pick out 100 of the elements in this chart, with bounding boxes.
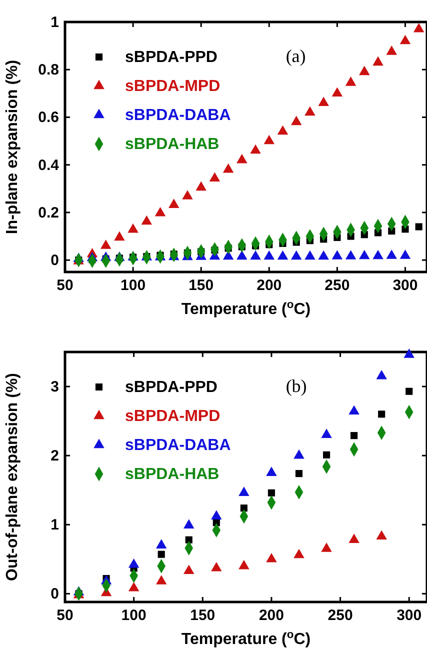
x-tick-label: 300 xyxy=(392,277,418,294)
point xyxy=(321,542,332,552)
legend-label: sBPDA-MPD xyxy=(125,78,220,95)
point xyxy=(294,449,304,459)
legend-label: sBPDA-HAB xyxy=(125,136,220,153)
legend-label: sBPDA-DABA xyxy=(125,107,232,124)
point xyxy=(376,370,387,380)
point xyxy=(100,240,112,249)
point xyxy=(400,34,411,44)
point xyxy=(264,134,275,144)
point xyxy=(318,96,329,106)
x-tick-label: 200 xyxy=(258,607,284,624)
y-axis-title: Out-of-plane expansion (%) xyxy=(4,373,21,581)
point xyxy=(290,116,302,126)
y-tick-label: 3 xyxy=(50,378,59,396)
point xyxy=(277,250,288,260)
annotation: (b) xyxy=(286,376,307,396)
point xyxy=(156,539,167,548)
point xyxy=(413,22,424,32)
x-tick-label: 50 xyxy=(56,277,74,294)
point xyxy=(294,548,304,558)
point xyxy=(141,215,152,225)
point xyxy=(295,470,303,478)
point xyxy=(332,250,343,260)
point xyxy=(386,250,397,259)
point xyxy=(222,163,234,173)
x-tick-label: 250 xyxy=(328,607,353,624)
y-tick-label: 0.8 xyxy=(38,62,59,79)
point xyxy=(304,106,316,116)
point xyxy=(209,172,220,182)
point xyxy=(348,534,360,543)
point xyxy=(321,428,332,438)
point xyxy=(359,250,370,260)
legend-label: sBPDA-DABA xyxy=(125,437,232,454)
x-axis-title: Temperature ($^{o}$C) xyxy=(181,629,311,648)
point xyxy=(277,125,288,135)
point xyxy=(184,564,194,574)
y-tick-label: 1 xyxy=(50,14,59,31)
x-tick-label: 100 xyxy=(120,277,146,294)
x-axis-title: Temperature ($^{o}$C) xyxy=(181,299,311,318)
legend-label: sBPDA-MPD xyxy=(125,408,220,425)
point xyxy=(168,198,180,208)
legend-label: sBPDA-PPD xyxy=(125,379,218,396)
y-tick-label: 0 xyxy=(50,586,59,603)
point xyxy=(345,76,356,86)
x-tick-label: 150 xyxy=(190,607,216,624)
legend-label: sBPDA-PPD xyxy=(125,49,218,66)
x-tick-label: 100 xyxy=(121,607,146,624)
point xyxy=(322,451,330,458)
point xyxy=(332,87,343,97)
point xyxy=(250,250,261,260)
point xyxy=(182,190,193,200)
point xyxy=(406,388,413,395)
point xyxy=(211,510,222,520)
point xyxy=(128,582,140,592)
point xyxy=(128,223,138,233)
point xyxy=(266,552,277,562)
point xyxy=(268,489,275,496)
y-tick-label: 0.6 xyxy=(38,109,59,126)
point xyxy=(400,250,411,259)
x-tick-label: 300 xyxy=(396,607,422,624)
point xyxy=(372,56,384,66)
point xyxy=(158,550,165,558)
y-tick-label: 0 xyxy=(50,252,59,270)
point xyxy=(114,231,125,241)
x-tick-label: 250 xyxy=(324,277,350,294)
x-tick-label: 50 xyxy=(56,607,74,624)
point xyxy=(350,432,358,440)
point xyxy=(128,558,140,568)
y-tick-label: 0.4 xyxy=(38,156,60,174)
point xyxy=(236,250,248,260)
point xyxy=(238,486,250,496)
point xyxy=(378,410,386,418)
y-axis-title: In-plane expansion (%) xyxy=(4,60,21,234)
point xyxy=(185,536,192,544)
point xyxy=(359,66,370,76)
point xyxy=(318,250,329,260)
point xyxy=(415,223,422,230)
x-tick-label: 200 xyxy=(256,277,282,294)
point xyxy=(211,562,222,572)
y-tick-label: 0.2 xyxy=(38,204,59,222)
annotation: (a) xyxy=(286,46,306,66)
y-tick-label: 2 xyxy=(50,448,59,465)
point xyxy=(154,206,166,216)
point xyxy=(386,46,397,55)
x-tick-label: 150 xyxy=(188,277,214,294)
point xyxy=(240,504,248,512)
point xyxy=(196,181,206,191)
point xyxy=(238,560,250,570)
point xyxy=(266,466,277,476)
point xyxy=(304,250,316,260)
point xyxy=(290,250,302,260)
point xyxy=(250,144,261,154)
y-tick-label: 1 xyxy=(50,516,59,534)
point xyxy=(372,250,384,260)
point xyxy=(184,519,194,528)
point xyxy=(236,154,248,164)
point xyxy=(348,405,360,414)
point xyxy=(345,250,356,260)
legend-label: sBPDA-HAB xyxy=(125,466,220,483)
